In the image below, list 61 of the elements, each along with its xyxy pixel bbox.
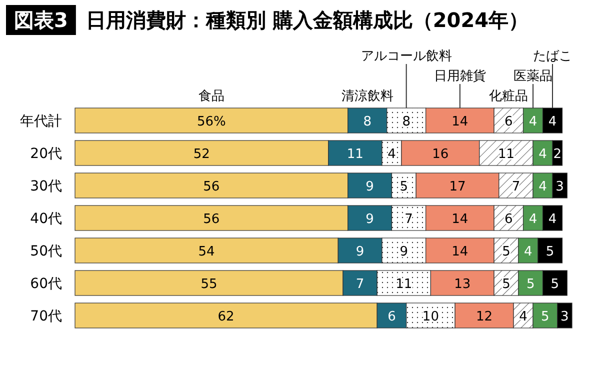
data-label: 4 [538,147,547,162]
data-label: 4 [548,212,557,227]
data-label: 5 [400,180,408,194]
y-tick-label: 50代 [30,244,62,260]
data-label: 6 [504,114,513,130]
y-tick-label: 20代 [30,146,62,162]
series-label: 医薬品 [514,69,553,84]
data-label: 8 [402,114,410,130]
data-label: 14 [452,244,468,260]
data-label: 14 [452,212,468,227]
data-label: 2 [553,147,562,162]
data-label: 55 [200,277,218,292]
y-tick-label: 30代 [30,178,62,194]
data-label: 7 [404,212,413,227]
y-tick-label: 年代計 [20,114,62,130]
data-label: 9 [400,244,408,260]
y-tick-label: 40代 [30,211,62,227]
data-label: 5 [526,277,535,292]
data-label: 4 [528,212,538,227]
series-label: 食品 [198,89,224,104]
series-label: 化粧品 [489,89,528,104]
data-label: 56% [196,114,226,130]
data-label: 9 [366,180,374,194]
chart-title: 図表3 日用消費財：種類別 購入金額構成比（2024年） [14,8,529,32]
y-tick-label: 60代 [30,276,62,292]
data-label: 56 [203,212,220,227]
data-label: 11 [346,147,364,162]
data-label: 4 [548,114,557,130]
data-label: 3 [560,310,569,324]
data-label: 11 [498,147,514,162]
data-label: 14 [452,114,468,130]
data-label: 62 [218,310,234,324]
data-label: 6 [388,310,396,324]
data-label: 7 [356,277,364,292]
data-label: 9 [366,212,374,227]
data-label: 10 [422,310,439,324]
data-label: 4 [524,244,532,260]
data-label: 8 [363,114,372,130]
data-label: 56 [203,180,220,194]
data-label: 5 [541,310,550,324]
data-label: 16 [432,147,449,162]
data-label: 4 [388,147,396,162]
data-label: 5 [550,277,560,292]
data-label: 4 [528,114,538,130]
data-label: 9 [356,244,364,260]
data-label: 3 [556,180,564,194]
data-label: 5 [546,244,554,260]
data-label: 17 [449,180,466,194]
data-label: 54 [198,244,215,260]
data-label: 12 [476,310,493,324]
data-label: 4 [538,180,547,194]
text: たばこ [533,49,572,64]
data-label: 13 [454,277,471,292]
series-label: 清涼飲料 [341,89,394,104]
data-label: 4 [519,310,528,324]
series-label: 日用雑貨 [434,69,486,84]
text: アルコール飲料 [360,49,452,64]
y-tick-label: 70代 [30,308,62,324]
data-label: 11 [396,277,412,292]
data-label: 7 [512,180,520,194]
data-label: 52 [193,147,210,162]
